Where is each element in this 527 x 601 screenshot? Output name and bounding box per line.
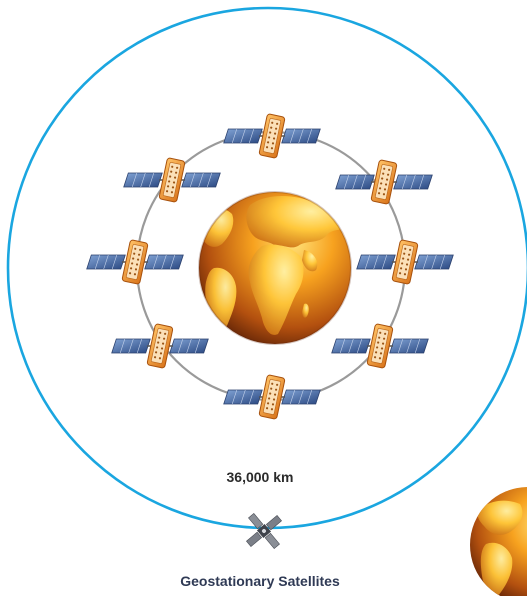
satellite-icon [355,238,455,286]
distance-label: 36,000 km [226,469,294,485]
small-satellite-icon [246,513,282,549]
satellite-icon [334,158,434,206]
satellite-icon [110,322,210,370]
satellite-icon [85,238,185,286]
satellite-icon [330,322,430,370]
diagram-caption: Geostationary Satellites [180,573,340,589]
satellite-icon [122,156,222,204]
satellite-icon [222,373,322,421]
earth-globe-icon [470,487,527,601]
earth-globe-icon [198,191,352,345]
satellite-icon [222,112,322,160]
